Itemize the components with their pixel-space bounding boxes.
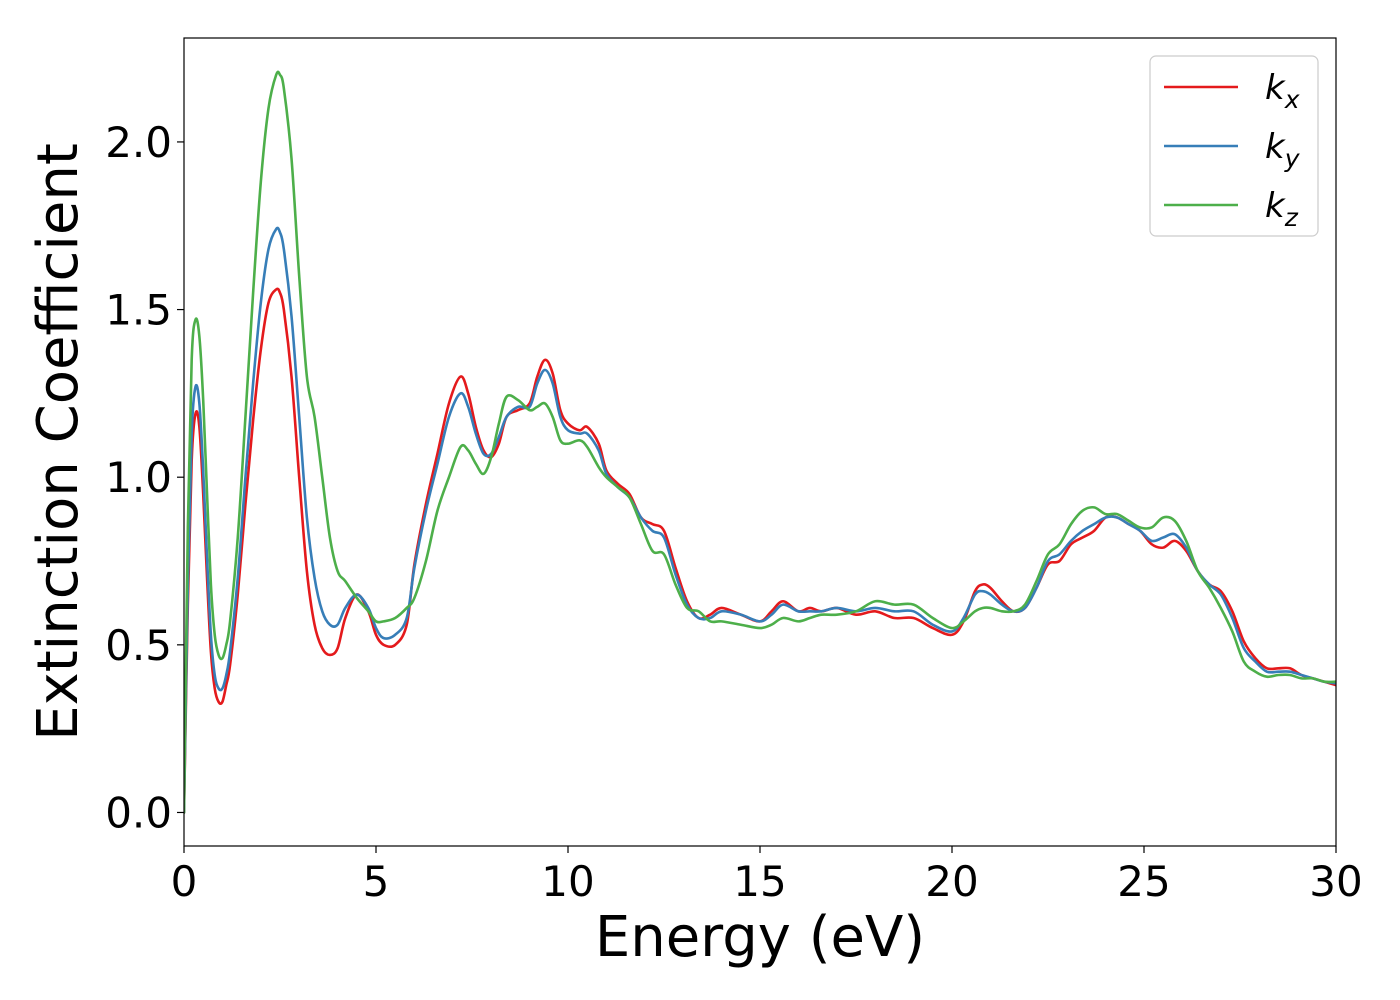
legend-label-main: k (1265, 186, 1286, 226)
legend-label-y: ky (1265, 127, 1301, 173)
series-line-x (184, 287, 1336, 814)
x-tick-label: 15 (733, 857, 786, 906)
ticks-layer: 0 5 10 15 20 25 30 0.0 0.5 1.0 1.5 2.0 (105, 118, 1363, 906)
legend-label-subscript: z (1284, 203, 1299, 232)
x-axis-title: Energy (eV) (595, 905, 925, 970)
series-line-y (184, 226, 1336, 814)
x-tick-label: 20 (925, 857, 978, 906)
series-layer (184, 70, 1336, 814)
y-tick-label: 0.5 (105, 621, 172, 670)
y-axis-title: Extinction Coefficient (26, 143, 91, 741)
legend-label-subscript: y (1284, 144, 1301, 173)
x-tick-label: 10 (541, 857, 594, 906)
y-tick-label: 0.0 (105, 788, 172, 837)
legend-label-x: kx (1265, 68, 1300, 114)
x-tick-label: 25 (1117, 857, 1170, 906)
legend-label-main: k (1265, 68, 1286, 108)
x-tick-label: 30 (1309, 857, 1362, 906)
y-tick-label: 1.0 (105, 453, 172, 502)
legend-label-main: k (1265, 127, 1286, 167)
series-line-z (184, 70, 1336, 814)
x-tick-label: 5 (363, 857, 390, 906)
x-tick-label: 0 (171, 857, 198, 906)
plot-frame (183, 37, 1337, 847)
legend-label-z: kz (1265, 186, 1299, 232)
legend-label-subscript: x (1284, 85, 1300, 114)
y-tick-label: 1.5 (105, 286, 172, 335)
y-tick-label: 2.0 (105, 118, 172, 167)
